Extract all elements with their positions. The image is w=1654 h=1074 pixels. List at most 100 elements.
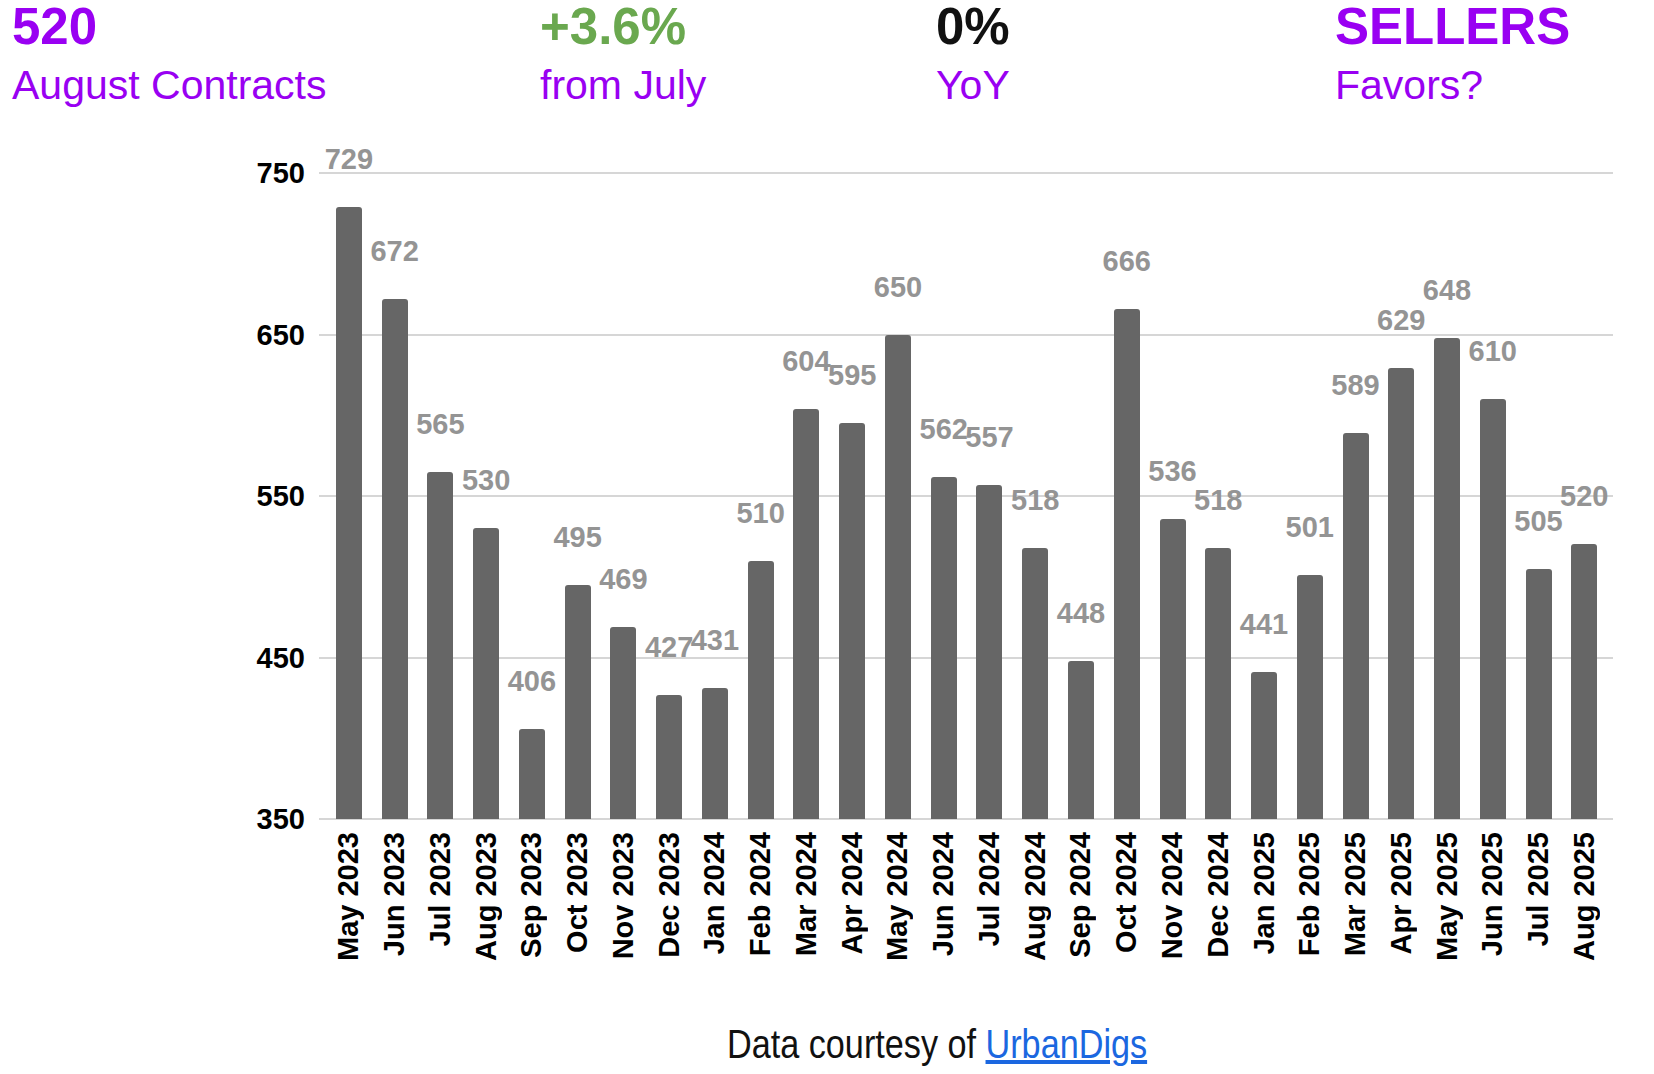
stat-block-4: SELLERSFavors? — [1335, 0, 1570, 54]
y-axis-label-550: 550 — [180, 480, 305, 512]
bar-aug-2023 — [473, 528, 499, 819]
stat-label: August Contracts — [12, 62, 327, 108]
bar-may-2023 — [336, 207, 362, 819]
x-axis-label: Jul 2025 — [1524, 832, 1553, 946]
bar-dec-2024 — [1205, 548, 1231, 819]
page: 520August Contracts+3.6%from July0%YoYSE… — [0, 0, 1654, 1074]
bar-apr-2024 — [839, 423, 865, 819]
stat-value: 0% — [936, 0, 1010, 54]
x-axis-label: Jan 2025 — [1250, 832, 1279, 955]
bar-jun-2024 — [931, 477, 957, 819]
bar-value-label: 629 — [1377, 306, 1425, 335]
stat-label: from July — [540, 62, 706, 108]
bar-value-label: 557 — [965, 423, 1013, 452]
bar-may-2024 — [885, 335, 911, 820]
stat-block-1: 520August Contracts — [12, 0, 97, 54]
stat-block-3: 0%YoY — [936, 0, 1010, 54]
x-axis-label: Feb 2024 — [746, 832, 775, 956]
bar-value-label: 589 — [1331, 371, 1379, 400]
bar-value-label: 530 — [462, 466, 510, 495]
bar-value-label: 650 — [874, 273, 922, 302]
bar-value-label: 604 — [782, 347, 830, 376]
x-axis-label: May 2025 — [1433, 832, 1462, 961]
bar-oct-2023 — [565, 585, 591, 819]
bar-value-label: 520 — [1560, 482, 1608, 511]
bar-value-label: 610 — [1469, 337, 1517, 366]
stat-label: YoY — [936, 62, 1010, 108]
bar-value-label: 510 — [736, 499, 784, 528]
bar-value-label: 406 — [508, 667, 556, 696]
x-axis-label: Dec 2023 — [655, 832, 684, 958]
bar-nov-2023 — [610, 627, 636, 819]
bar-feb-2025 — [1297, 575, 1323, 819]
bar-jul-2024 — [976, 485, 1002, 819]
bar-value-label: 448 — [1057, 599, 1105, 628]
x-axis-label: Apr 2024 — [838, 832, 867, 955]
bar-value-label: 469 — [599, 565, 647, 594]
bar-sep-2023 — [519, 729, 545, 819]
bar-nov-2024 — [1160, 519, 1186, 819]
x-axis-label: Dec 2024 — [1204, 832, 1233, 958]
x-axis-label: Feb 2025 — [1295, 832, 1324, 956]
bar-jul-2023 — [427, 472, 453, 819]
bar-sep-2024 — [1068, 661, 1094, 819]
bar-value-label: 729 — [325, 145, 373, 174]
stat-value: +3.6% — [540, 0, 686, 54]
stat-block-2: +3.6%from July — [540, 0, 686, 54]
x-axis-label: Jul 2023 — [426, 832, 455, 946]
bar-dec-2023 — [656, 695, 682, 819]
y-axis-label-350: 350 — [180, 803, 305, 835]
y-axis-label-650: 650 — [180, 319, 305, 351]
bar-value-label: 536 — [1148, 457, 1196, 486]
x-axis-label: Jun 2025 — [1478, 832, 1507, 956]
gridline-550 — [319, 495, 1613, 497]
x-axis-label: Aug 2025 — [1570, 832, 1599, 961]
bar-value-label: 672 — [370, 237, 418, 266]
x-axis-label: Oct 2023 — [563, 832, 592, 953]
stat-label: Favors? — [1335, 62, 1483, 108]
gridline-350 — [319, 818, 1613, 820]
x-axis-label: Jun 2024 — [929, 832, 958, 956]
bar-jan-2025 — [1251, 672, 1277, 819]
x-axis-label: May 2023 — [334, 832, 363, 961]
bar-value-label: 518 — [1011, 486, 1059, 515]
stat-value: 520 — [12, 0, 97, 54]
x-axis-label: Nov 2023 — [609, 832, 638, 959]
footer-link-urbandigs[interactable]: UrbanDigs — [986, 1022, 1148, 1066]
bar-oct-2024 — [1114, 309, 1140, 819]
bar-value-label: 666 — [1103, 247, 1151, 276]
x-axis-label: Apr 2025 — [1387, 832, 1416, 955]
bar-value-label: 501 — [1286, 513, 1334, 542]
bar-value-label: 648 — [1423, 276, 1471, 305]
bar-aug-2025 — [1571, 544, 1597, 819]
bar-jul-2025 — [1526, 569, 1552, 819]
bar-value-label: 518 — [1194, 486, 1242, 515]
bar-feb-2024 — [748, 561, 774, 819]
x-axis-label: May 2024 — [883, 832, 912, 961]
footer-caption: Data courtesy of UrbanDigs — [727, 1022, 1147, 1066]
x-axis-label: Sep 2023 — [517, 832, 546, 958]
x-axis-label: Mar 2024 — [792, 832, 821, 956]
x-axis-label: Sep 2024 — [1066, 832, 1095, 958]
bar-aug-2024 — [1022, 548, 1048, 819]
x-axis-label: Aug 2023 — [472, 832, 501, 961]
bar-apr-2025 — [1388, 368, 1414, 819]
bar-mar-2024 — [793, 409, 819, 819]
bar-value-label: 562 — [920, 415, 968, 444]
footer-text: Data courtesy of — [727, 1022, 986, 1066]
bar-value-label: 441 — [1240, 610, 1288, 639]
stat-value: SELLERS — [1335, 0, 1570, 54]
x-axis-label: Oct 2024 — [1112, 832, 1141, 953]
bar-value-label: 565 — [416, 410, 464, 439]
gridline-450 — [319, 657, 1613, 659]
x-axis-label: Mar 2025 — [1341, 832, 1370, 956]
bar-value-label: 595 — [828, 361, 876, 390]
x-axis-label: Jun 2023 — [380, 832, 409, 956]
x-axis-label: Nov 2024 — [1158, 832, 1187, 959]
y-axis-label-750: 750 — [180, 157, 305, 189]
bar-value-label: 505 — [1514, 507, 1562, 536]
x-axis-label: Jul 2024 — [975, 832, 1004, 946]
x-axis-label: Aug 2024 — [1021, 832, 1050, 961]
bar-jan-2024 — [702, 688, 728, 819]
bar-value-label: 495 — [553, 523, 601, 552]
